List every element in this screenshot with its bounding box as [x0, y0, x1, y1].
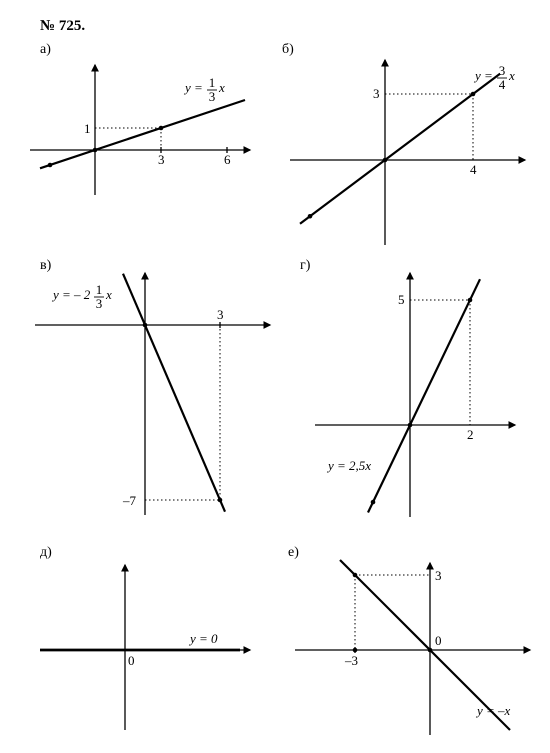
chart-g: 5 2 y = 2,5x: [300, 265, 530, 525]
chart-b: 3 4 y = 3 4 x: [280, 50, 540, 250]
eq-b-suf: x: [508, 68, 515, 83]
ytick-g: 5: [398, 292, 405, 307]
chart-v: 3 –7 y = – 2 1 3 x: [25, 265, 285, 525]
chart-e: 3 –3 0 y = –x: [285, 555, 540, 745]
ytick-b: 3: [373, 86, 380, 101]
eq-a-prefix: y =: [183, 80, 203, 95]
eq-v-prefix: y = – 2: [51, 287, 91, 302]
xtick-a-3: 3: [158, 152, 165, 167]
xtick-v: 3: [217, 307, 224, 322]
origin-d: 0: [128, 653, 135, 668]
eq-d: y = 0: [188, 631, 218, 646]
xtick-g: 2: [467, 427, 474, 442]
xtick-a-6: 6: [224, 152, 231, 167]
eq-v-num: 1: [96, 282, 103, 297]
ytick-v: –7: [122, 493, 137, 508]
eq-v-suf: x: [105, 287, 112, 302]
eq-b-num: 3: [499, 63, 506, 78]
eq-b-prefix: y =: [473, 68, 493, 83]
xtick-b: 4: [470, 162, 477, 177]
problem-number: № 725.: [40, 18, 85, 35]
eq-g: y = 2,5x: [326, 458, 371, 473]
xtick-e: –3: [344, 653, 358, 668]
chart-d: 0 y = 0: [25, 555, 265, 740]
eq-b-den: 4: [499, 77, 506, 92]
eq-a-den: 3: [209, 89, 216, 104]
ytick-a: 1: [84, 121, 91, 136]
eq-e: y = –x: [475, 703, 511, 718]
eq-a-num: 1: [209, 75, 216, 90]
ytick-e: 3: [435, 568, 442, 583]
chart-a: 1 3 6 y = 1 3 x: [20, 50, 270, 210]
origin-e: 0: [435, 633, 442, 648]
eq-a-suf: x: [218, 80, 225, 95]
eq-v-den: 3: [96, 296, 103, 311]
